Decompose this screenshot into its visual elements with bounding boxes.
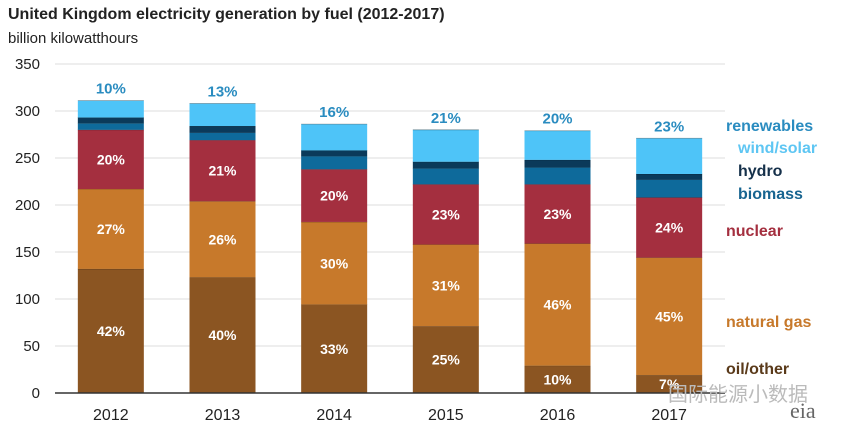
data-label: 20%	[320, 188, 349, 204]
bar-segment	[524, 184, 591, 244]
x-tick-label: 2013	[205, 407, 241, 424]
y-axis-label: billion kilowatthours	[8, 30, 139, 47]
legend-item: nuclear	[726, 223, 783, 240]
x-tick-label: 2017	[651, 407, 687, 424]
data-label: 45%	[655, 308, 684, 324]
y-tick-label: 150	[15, 244, 40, 261]
bar-segment	[412, 129, 479, 162]
bar-segment	[189, 140, 256, 202]
renewables-share-label: 23%	[654, 118, 684, 135]
bar-segment	[524, 159, 591, 168]
bar-segment	[189, 132, 256, 141]
data-label: 10%	[543, 371, 572, 387]
bar-segment	[301, 156, 368, 170]
legend-item: renewables	[726, 118, 813, 135]
y-tick-label: 250	[15, 150, 40, 167]
data-label: 26%	[208, 231, 237, 247]
y-tick-label: 300	[15, 103, 40, 120]
renewables-share-label: 13%	[207, 83, 237, 100]
data-label: 7%	[659, 376, 680, 392]
bar-segment	[636, 173, 703, 180]
bar-segment	[412, 161, 479, 169]
bar-segment	[301, 124, 368, 151]
y-tick-label: 0	[32, 385, 40, 402]
x-tick-label: 2012	[93, 407, 129, 424]
bar-segment	[524, 243, 591, 366]
legend-item: oil/other	[726, 361, 789, 378]
legend-item: hydro	[738, 163, 783, 180]
bar-segment	[524, 130, 591, 160]
renewables-share-label: 21%	[431, 110, 461, 127]
data-label: 24%	[655, 220, 684, 236]
bar-segment	[636, 375, 703, 393]
y-tick-label: 100	[15, 291, 40, 308]
chart-title: United Kingdom electricity generation by…	[8, 6, 445, 23]
bar-segment	[301, 221, 368, 305]
x-tick-label: 2015	[428, 407, 464, 424]
eia-logo: eia	[790, 398, 816, 423]
legend-item: biomass	[738, 186, 803, 203]
bar-segment	[77, 129, 144, 190]
bar-segment	[77, 100, 144, 118]
data-label: 25%	[432, 352, 461, 368]
data-label: 30%	[320, 255, 349, 271]
bar-segment	[189, 201, 256, 278]
bar-segment	[189, 103, 256, 127]
data-label: 23%	[432, 206, 461, 222]
data-label: 20%	[97, 151, 126, 167]
data-label: 46%	[543, 297, 572, 313]
bar-segment	[636, 257, 703, 376]
watermark: 国际能源小数据	[668, 384, 808, 406]
renewables-share-label: 20%	[542, 111, 572, 128]
renewables-share-label: 10%	[96, 81, 126, 98]
legend-item: wind/solar	[737, 140, 817, 157]
renewables-share-label: 16%	[319, 104, 349, 121]
legend-item: natural gas	[726, 314, 811, 331]
bar-segment	[636, 197, 703, 258]
bar-segment	[636, 179, 703, 198]
data-label: 33%	[320, 341, 349, 357]
bar-segment	[524, 365, 591, 393]
bar-segment	[301, 150, 368, 157]
bar-segment	[412, 326, 479, 393]
bar-segment	[77, 268, 144, 393]
bar-segment	[412, 184, 479, 245]
bar-segment	[524, 167, 591, 185]
x-tick-label: 2016	[540, 407, 576, 424]
data-label: 31%	[432, 277, 461, 293]
data-label: 21%	[208, 163, 237, 179]
y-tick-label: 200	[15, 197, 40, 214]
bar-segment	[189, 277, 256, 393]
x-tick-label: 2014	[316, 407, 352, 424]
y-tick-label: 350	[15, 56, 40, 73]
data-label: 42%	[97, 323, 126, 339]
y-tick-label: 50	[23, 338, 40, 355]
bar-segment	[301, 304, 368, 393]
bar-segment	[77, 189, 144, 269]
data-label: 23%	[543, 206, 572, 222]
bar-segment	[77, 123, 144, 130]
bar-segment	[412, 244, 479, 327]
bar-segment	[77, 117, 144, 124]
data-label: 40%	[208, 327, 237, 343]
bar-segment	[189, 126, 256, 133]
bar-segment	[412, 168, 479, 185]
bar-segment	[636, 138, 703, 174]
bar-segment	[301, 169, 368, 222]
data-label: 27%	[97, 221, 126, 237]
